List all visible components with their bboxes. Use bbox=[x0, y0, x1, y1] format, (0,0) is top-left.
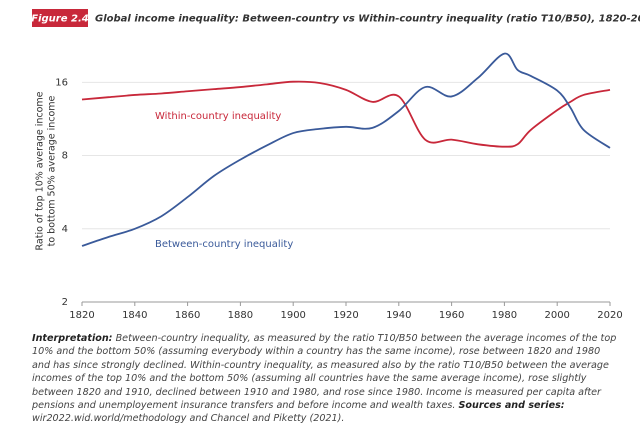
y-tick-label: 8 bbox=[62, 151, 68, 162]
x-tick-label: 1940 bbox=[386, 310, 411, 321]
y-axis-label: Ratio of top 10% average income bbox=[35, 91, 46, 250]
y-tick-label: 2 bbox=[62, 297, 68, 308]
x-tick-label: 1920 bbox=[333, 310, 358, 321]
x-tick-label: 1820 bbox=[69, 310, 94, 321]
series-line bbox=[81, 52, 611, 247]
x-tick-label: 1860 bbox=[175, 310, 200, 321]
series-line bbox=[81, 80, 611, 148]
x-tick-label: 1980 bbox=[492, 310, 517, 321]
series-label: Within-country inequality bbox=[155, 111, 281, 122]
note-text: Between-country inequality, as measured … bbox=[32, 333, 617, 412]
x-tick-label: 2020 bbox=[597, 310, 622, 321]
note-label: Interpretation: bbox=[32, 333, 113, 344]
sources-text: wir2022.wid.world/methodology and Chance… bbox=[32, 413, 345, 425]
figure-badge bbox=[32, 9, 88, 27]
y-tick-label: 4 bbox=[62, 224, 68, 235]
chart: Figure 2.4 Global income inequality: Bet… bbox=[31, 9, 640, 321]
interpretation-note: Interpretation: Between-country inequali… bbox=[32, 332, 618, 426]
x-tick-label: 1880 bbox=[228, 310, 253, 321]
x-tick-label: 2000 bbox=[544, 310, 569, 321]
y-tick-label: 16 bbox=[55, 77, 68, 88]
x-tick-label: 1960 bbox=[439, 310, 464, 321]
x-tick-label: 1900 bbox=[280, 310, 305, 321]
sources-label: Sources and series: bbox=[458, 400, 565, 412]
series-label: Between-country inequality bbox=[155, 239, 293, 250]
figure-label: Figure 2.4 bbox=[31, 14, 88, 25]
chart-title: Global income inequality: Between-countr… bbox=[95, 14, 640, 25]
x-tick-label: 1840 bbox=[122, 310, 147, 321]
y-axis-label: to bottom 50% average income bbox=[47, 95, 58, 246]
